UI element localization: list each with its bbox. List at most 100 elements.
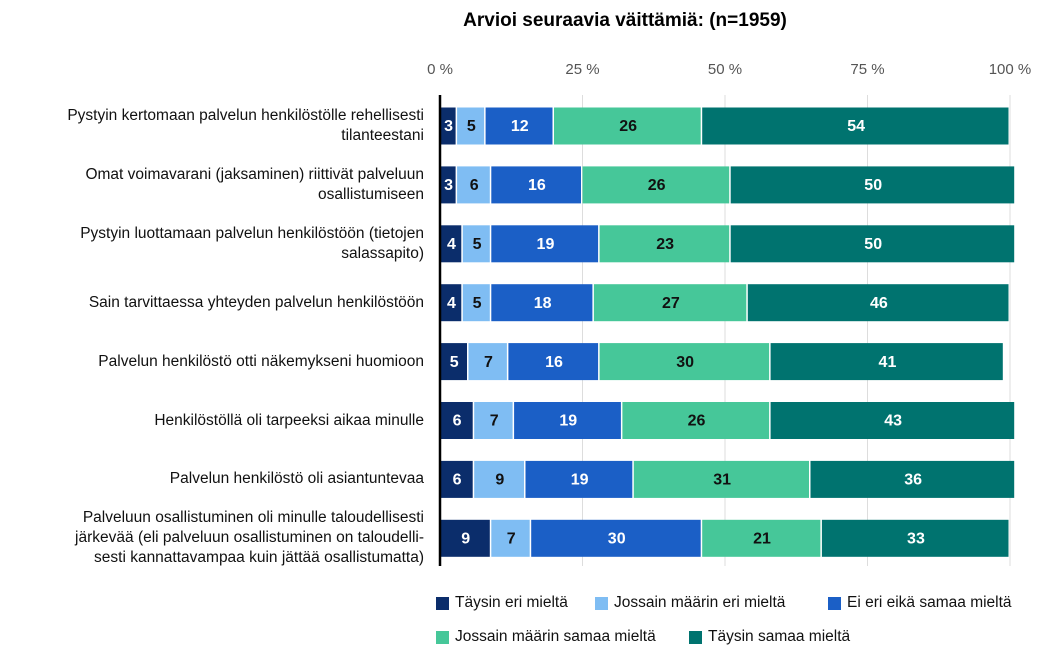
x-tick-label: 0 % [427, 61, 453, 78]
value-label: 5 [473, 236, 482, 253]
category-label: Pystyin luottamaan palvelun henkilöstöön… [80, 224, 424, 262]
value-label: 26 [688, 413, 706, 430]
value-label: 23 [656, 236, 674, 253]
legend-item: Täysin samaa mieltä [689, 627, 850, 647]
bar-segment [770, 343, 1003, 381]
bar-segment [730, 166, 1015, 204]
bar-segment [440, 402, 473, 439]
value-label: 3 [444, 118, 453, 135]
value-label: 30 [608, 531, 626, 548]
value-label: 18 [534, 295, 552, 312]
bar-segment [730, 225, 1015, 263]
value-label: 16 [528, 177, 546, 194]
value-label: 50 [864, 177, 882, 194]
legend-swatch [595, 596, 608, 610]
legend-label: Täysin samaa mieltä [708, 628, 851, 645]
value-label: 5 [473, 295, 482, 312]
category-label: Omat voimavarani (jaksaminen) riittivät … [85, 165, 424, 203]
bar-segment [622, 402, 770, 439]
value-label: 9 [495, 472, 504, 489]
value-label: 19 [559, 413, 577, 430]
bar-segment [582, 166, 730, 204]
bar-segment [593, 284, 747, 322]
legend-item: Täysin eri mieltä [436, 593, 568, 613]
bar-segment [462, 225, 490, 263]
bar-segment [491, 519, 530, 557]
value-label: 6 [453, 472, 462, 489]
bar-segment [462, 284, 490, 322]
legend-item: Jossain määrin samaa mieltä [436, 627, 656, 647]
bar-segment [491, 166, 581, 204]
bar-segment [508, 343, 599, 381]
value-label: 31 [713, 472, 731, 489]
value-label: 3 [444, 177, 453, 194]
value-label: 9 [461, 531, 470, 548]
category-label: Pystyin kertomaan palvelun henkilöstölle… [67, 107, 424, 144]
bar-segment [702, 519, 821, 557]
x-tick-label: 25 % [565, 61, 599, 78]
value-label: 50 [864, 236, 882, 253]
legend-label: Jossain määrin samaa mieltä [455, 628, 656, 645]
bar-segment [747, 284, 1009, 322]
value-label: 7 [484, 354, 493, 371]
bar-segment [599, 225, 730, 263]
bar-segment [474, 402, 513, 439]
value-label: 5 [450, 354, 459, 371]
legend-item: Ei eri eikä samaa mieltä [828, 593, 1012, 613]
bar-segment [633, 460, 809, 498]
x-tick-label: 75 % [850, 61, 884, 78]
value-label: 46 [870, 295, 888, 312]
value-label: 6 [470, 177, 479, 194]
bar-segment [440, 166, 456, 204]
bar-segment [531, 519, 701, 557]
value-label: 16 [545, 354, 563, 371]
bar-segment [491, 284, 593, 322]
category-label: Palvelun henkilöstö oli asiantuntevaa [169, 470, 424, 488]
bar-segment [440, 343, 467, 381]
bar-segment [554, 107, 701, 145]
value-label: 12 [511, 118, 529, 135]
bar-segment [514, 402, 621, 439]
value-label: 7 [507, 531, 516, 548]
category-label: Palvelun henkilöstö otti näkemykseni huo… [98, 352, 424, 370]
bar-segment [440, 460, 473, 498]
bar-segment [457, 107, 485, 145]
value-label: 36 [904, 472, 922, 489]
value-label: 54 [847, 118, 865, 135]
category-label: Henkilöstöllä oli tarpeeksi aikaa minull… [154, 411, 424, 429]
bar-segment [485, 107, 553, 145]
legend-item: Jossain määrin eri mieltä [595, 593, 785, 613]
bar-segment [770, 402, 1015, 439]
value-label: 19 [537, 236, 555, 253]
bar-segment [468, 343, 507, 381]
x-tick-label: 100 % [989, 61, 1032, 78]
value-label: 26 [648, 177, 666, 194]
value-label: 26 [619, 118, 637, 135]
value-label: 43 [884, 413, 902, 430]
chart-title: Arvioi seuraavia väittämiä: (n=1959) [463, 10, 787, 31]
value-label: 19 [571, 472, 589, 489]
value-label: 4 [447, 295, 456, 312]
legend-swatch [689, 630, 702, 644]
legend-label: Täysin eri mieltä [455, 594, 568, 611]
bar-segment [440, 284, 462, 322]
bar-segment [810, 460, 1015, 498]
value-label: 7 [490, 413, 499, 430]
bar-segment [491, 225, 599, 263]
bar-segment [525, 460, 633, 498]
x-tick-label: 50 % [708, 61, 742, 78]
legend-label: Jossain määrin eri mieltä [614, 594, 786, 611]
bar-segment [440, 107, 456, 145]
bar-segment [702, 107, 1009, 145]
bar-segment [440, 519, 490, 557]
legend-swatch [436, 630, 449, 644]
value-label: 27 [662, 295, 680, 312]
category-label: Sain tarvittaessa yhteyden palvelun henk… [88, 293, 424, 311]
value-label: 41 [879, 354, 897, 371]
legend-swatch [436, 596, 449, 610]
bar-segment [821, 519, 1009, 557]
value-label: 5 [467, 118, 476, 135]
legend-swatch [828, 596, 841, 610]
